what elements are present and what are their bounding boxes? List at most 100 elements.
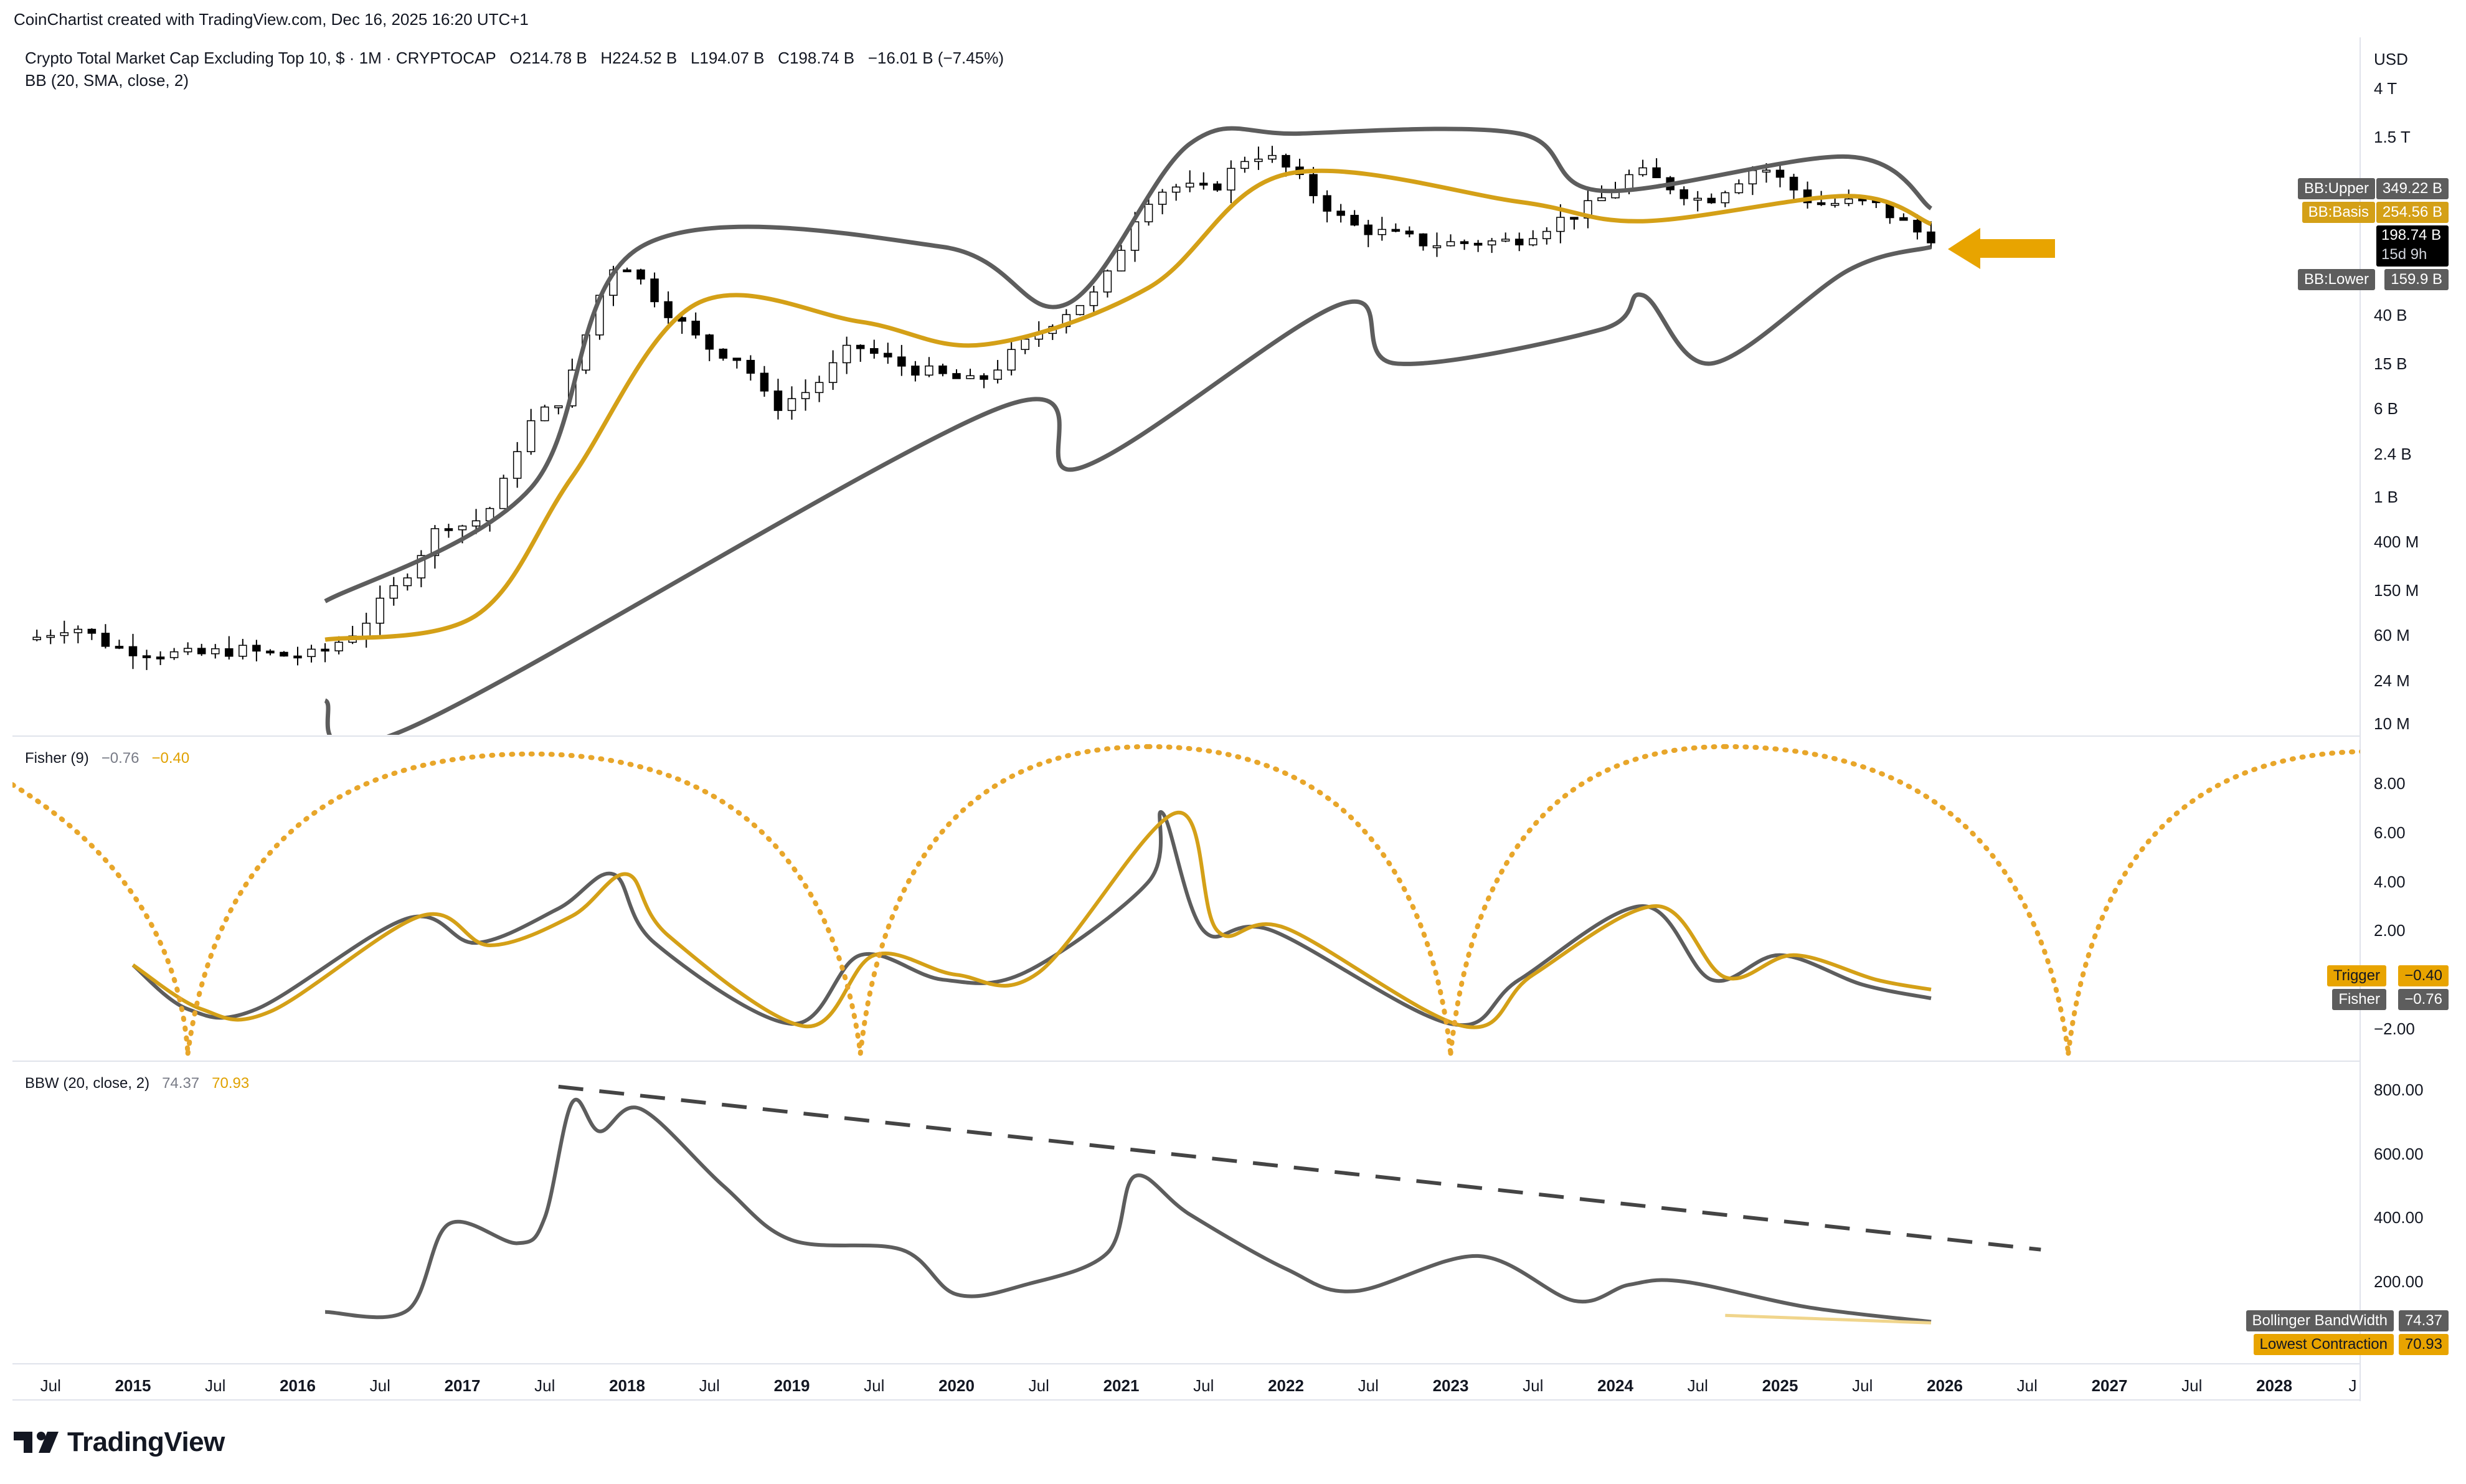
candle[interactable] bbox=[1830, 197, 1840, 208]
candle[interactable] bbox=[1103, 269, 1112, 298]
candle[interactable] bbox=[691, 312, 700, 339]
candle[interactable] bbox=[842, 336, 851, 374]
candle[interactable] bbox=[787, 386, 796, 420]
candle[interactable] bbox=[293, 646, 302, 666]
trigger-line[interactable] bbox=[131, 811, 1932, 1029]
candle[interactable] bbox=[1240, 156, 1249, 173]
candle[interactable] bbox=[1927, 221, 1935, 249]
candle[interactable] bbox=[1460, 239, 1469, 250]
candle[interactable] bbox=[1514, 232, 1524, 252]
candle[interactable] bbox=[760, 366, 769, 397]
candle[interactable] bbox=[1117, 245, 1126, 272]
candle[interactable] bbox=[636, 268, 645, 285]
candle[interactable] bbox=[1679, 186, 1688, 206]
candle[interactable] bbox=[1734, 179, 1744, 194]
candle[interactable] bbox=[623, 267, 631, 273]
candle[interactable] bbox=[554, 405, 563, 415]
candle[interactable] bbox=[650, 272, 659, 308]
candle[interactable] bbox=[925, 357, 933, 377]
candle[interactable] bbox=[499, 475, 508, 509]
candle[interactable] bbox=[1350, 210, 1359, 227]
candle[interactable] bbox=[307, 645, 316, 663]
candle[interactable] bbox=[705, 334, 714, 361]
candle[interactable] bbox=[444, 524, 453, 538]
candle[interactable] bbox=[1213, 181, 1222, 192]
candle[interactable] bbox=[1775, 165, 1785, 187]
candle[interactable] bbox=[1432, 232, 1442, 257]
bbw-legend[interactable]: BBW (20, close, 2) 74.37 70.93 bbox=[25, 1075, 249, 1092]
candle[interactable] bbox=[1323, 190, 1331, 223]
candle[interactable] bbox=[856, 344, 865, 362]
candle[interactable] bbox=[719, 348, 728, 361]
candle[interactable] bbox=[1570, 217, 1579, 230]
candle[interactable] bbox=[773, 379, 783, 420]
bb-upper-line[interactable] bbox=[324, 126, 1933, 603]
candle[interactable] bbox=[32, 630, 41, 641]
candle[interactable] bbox=[1007, 341, 1016, 376]
candle[interactable] bbox=[1391, 223, 1401, 232]
candle[interactable] bbox=[1075, 305, 1085, 316]
candle[interactable] bbox=[541, 404, 549, 422]
candle[interactable] bbox=[389, 577, 399, 606]
fisher-legend[interactable]: Fisher (9) −0.76 −0.40 bbox=[25, 750, 189, 767]
candle[interactable] bbox=[156, 651, 165, 665]
candle[interactable] bbox=[966, 369, 975, 379]
candle[interactable] bbox=[169, 648, 179, 660]
bb-basis-line[interactable] bbox=[324, 168, 1932, 642]
candle[interactable] bbox=[897, 344, 906, 376]
candle[interactable] bbox=[870, 339, 879, 359]
candle[interactable] bbox=[403, 573, 412, 591]
candle[interactable] bbox=[211, 644, 220, 659]
candle[interactable] bbox=[46, 629, 55, 645]
candle[interactable] bbox=[746, 355, 755, 381]
candle[interactable] bbox=[1405, 226, 1414, 238]
candle[interactable] bbox=[732, 357, 742, 369]
candle[interactable] bbox=[1584, 189, 1592, 229]
candle[interactable] bbox=[1227, 160, 1235, 204]
candle[interactable] bbox=[1501, 232, 1510, 242]
candle[interactable] bbox=[1487, 238, 1496, 253]
candle[interactable] bbox=[1185, 170, 1194, 192]
dashed-trendline[interactable] bbox=[558, 1084, 2041, 1252]
candle[interactable] bbox=[1364, 220, 1372, 247]
candle[interactable] bbox=[828, 350, 838, 390]
bbw-line[interactable] bbox=[325, 1097, 1932, 1324]
candle[interactable] bbox=[1336, 204, 1345, 223]
candle[interactable] bbox=[1295, 158, 1304, 179]
candle[interactable] bbox=[115, 640, 124, 650]
candle[interactable] bbox=[1144, 197, 1153, 226]
candle[interactable] bbox=[1597, 185, 1606, 201]
candle[interactable] bbox=[1789, 174, 1798, 201]
symbol-legend[interactable]: Crypto Total Market Cap Excluding Top 10… bbox=[25, 49, 1004, 68]
candle[interactable] bbox=[142, 650, 151, 670]
tradingview-logo[interactable]: TradingView bbox=[14, 1426, 225, 1458]
candle[interactable] bbox=[1254, 146, 1263, 170]
candle[interactable] bbox=[362, 612, 371, 648]
candle[interactable] bbox=[1707, 193, 1716, 204]
candle[interactable] bbox=[526, 409, 536, 455]
candle[interactable] bbox=[1721, 191, 1730, 207]
candle[interactable] bbox=[266, 649, 275, 656]
candle[interactable] bbox=[911, 361, 920, 382]
candle[interactable] bbox=[417, 550, 426, 587]
candle[interactable] bbox=[1638, 159, 1647, 177]
bb-lower-line[interactable] bbox=[324, 245, 1932, 746]
candle[interactable] bbox=[1899, 213, 1908, 221]
candle[interactable] bbox=[1803, 181, 1812, 209]
candle[interactable] bbox=[801, 379, 810, 411]
candle[interactable] bbox=[183, 642, 192, 655]
candle[interactable] bbox=[1021, 336, 1029, 354]
candle[interactable] bbox=[1473, 240, 1483, 252]
candle[interactable] bbox=[993, 360, 1002, 384]
lowest-contraction-line[interactable] bbox=[1725, 1313, 1932, 1325]
candle[interactable] bbox=[1377, 217, 1387, 241]
candle[interactable] bbox=[513, 442, 522, 488]
candle[interactable] bbox=[73, 625, 83, 644]
candle[interactable] bbox=[280, 651, 288, 657]
candle[interactable] bbox=[1446, 234, 1455, 247]
candle[interactable] bbox=[1529, 230, 1538, 247]
candle[interactable] bbox=[348, 626, 357, 645]
candle[interactable] bbox=[87, 628, 97, 640]
candle[interactable] bbox=[1693, 191, 1702, 212]
